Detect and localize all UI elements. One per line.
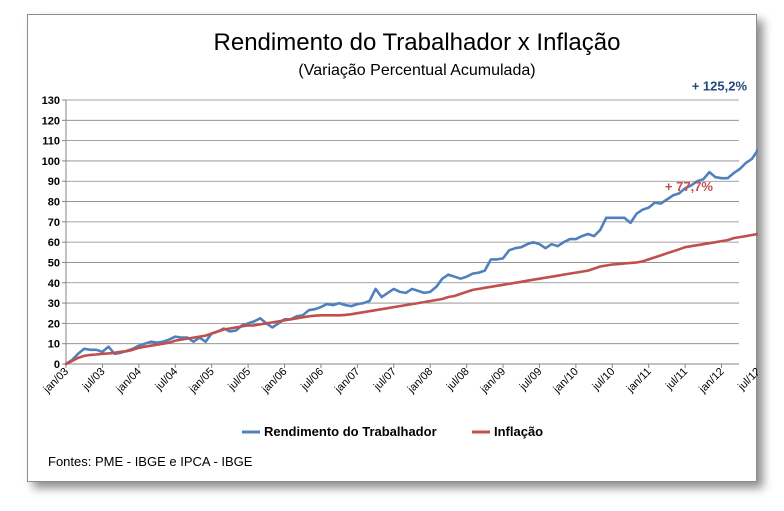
annotation-inflacao: + 77,7% <box>665 179 714 194</box>
y-tick-label-40: 40 <box>48 278 60 290</box>
x-tick-label-jan/10: jan/10 <box>551 366 581 396</box>
x-tick-label-jul/11: jul/11 <box>663 366 690 393</box>
series-line-rendimento <box>64 148 758 366</box>
chart-frame: Rendimento do Trabalhador x Inflação (Va… <box>27 14 758 482</box>
y-tick-label-20: 20 <box>48 318 60 330</box>
x-tick-label-jul/08: jul/08 <box>444 366 472 394</box>
chart-subtitle: (Variação Percentual Acumulada) <box>298 62 535 79</box>
chart-title: Rendimento do Trabalhador x Inflação <box>214 29 621 56</box>
y-axis-ticks: 0 10 20 30 40 50 60 70 80 90 100 110 120 130 <box>42 95 66 371</box>
y-tick-label-80: 80 <box>48 197 60 209</box>
x-tick-label-jan/11: jan/11 <box>624 366 654 396</box>
legend-label-rendimento: Rendimento do Trabalhador <box>264 424 437 439</box>
series-lines <box>64 148 758 366</box>
x-tick-label-jan/08: jan/08 <box>405 366 435 396</box>
x-tick-label-jul/03: jul/03 <box>80 366 108 394</box>
x-tick-label-jan/12: jan/12 <box>696 366 726 396</box>
x-tick-label-jan/05: jan/05 <box>186 366 216 396</box>
x-tick-label-jul/10: jul/10 <box>590 366 618 394</box>
y-tick-label-110: 110 <box>42 136 60 148</box>
series-line-inflacao <box>64 232 758 366</box>
x-axis-ticks: jan/03 jul/03 jan/04 jul/04 jan/05 jul/05 jan/… <box>41 364 758 396</box>
x-tick-label-jan/09: jan/09 <box>478 366 508 396</box>
y-tick-label-60: 60 <box>48 237 60 249</box>
gridlines <box>66 99 739 345</box>
x-tick-label-jan/07: jan/07 <box>332 366 362 396</box>
x-tick-label-jul/07: jul/07 <box>371 366 399 394</box>
source-note: Fontes: PME - IBGE e IPCA - IBGE <box>48 454 253 469</box>
legend: Rendimento do Trabalhador Inflação <box>242 424 543 439</box>
legend-label-inflacao: Inflação <box>494 424 543 439</box>
y-tick-label-120: 120 <box>42 115 60 127</box>
y-tick-label-130: 130 <box>42 95 60 107</box>
x-tick-label-jul/12: jul/12 <box>735 366 758 394</box>
x-tick-label-jan/04: jan/04 <box>114 366 144 396</box>
chart-svg: Rendimento do Trabalhador x Inflação (Va… <box>41 29 758 469</box>
y-tick-label-70: 70 <box>48 217 60 229</box>
y-tick-label-90: 90 <box>48 176 60 188</box>
y-tick-label-0: 0 <box>54 359 60 371</box>
y-tick-label-30: 30 <box>48 298 60 310</box>
x-tick-label-jul/05: jul/05 <box>225 366 253 394</box>
x-tick-label-jul/04: jul/04 <box>153 366 181 394</box>
x-tick-label-jul/09: jul/09 <box>517 366 545 394</box>
y-tick-label-100: 100 <box>42 156 60 168</box>
x-tick-label-jul/06: jul/06 <box>298 366 326 394</box>
y-tick-label-50: 50 <box>48 257 60 269</box>
y-tick-label-10: 10 <box>48 339 60 351</box>
growth-arrows: + 125,2% + 77,7% <box>665 79 748 194</box>
x-tick-label-jan/06: jan/06 <box>259 366 289 396</box>
annotation-rendimento: + 125,2% <box>692 79 748 94</box>
